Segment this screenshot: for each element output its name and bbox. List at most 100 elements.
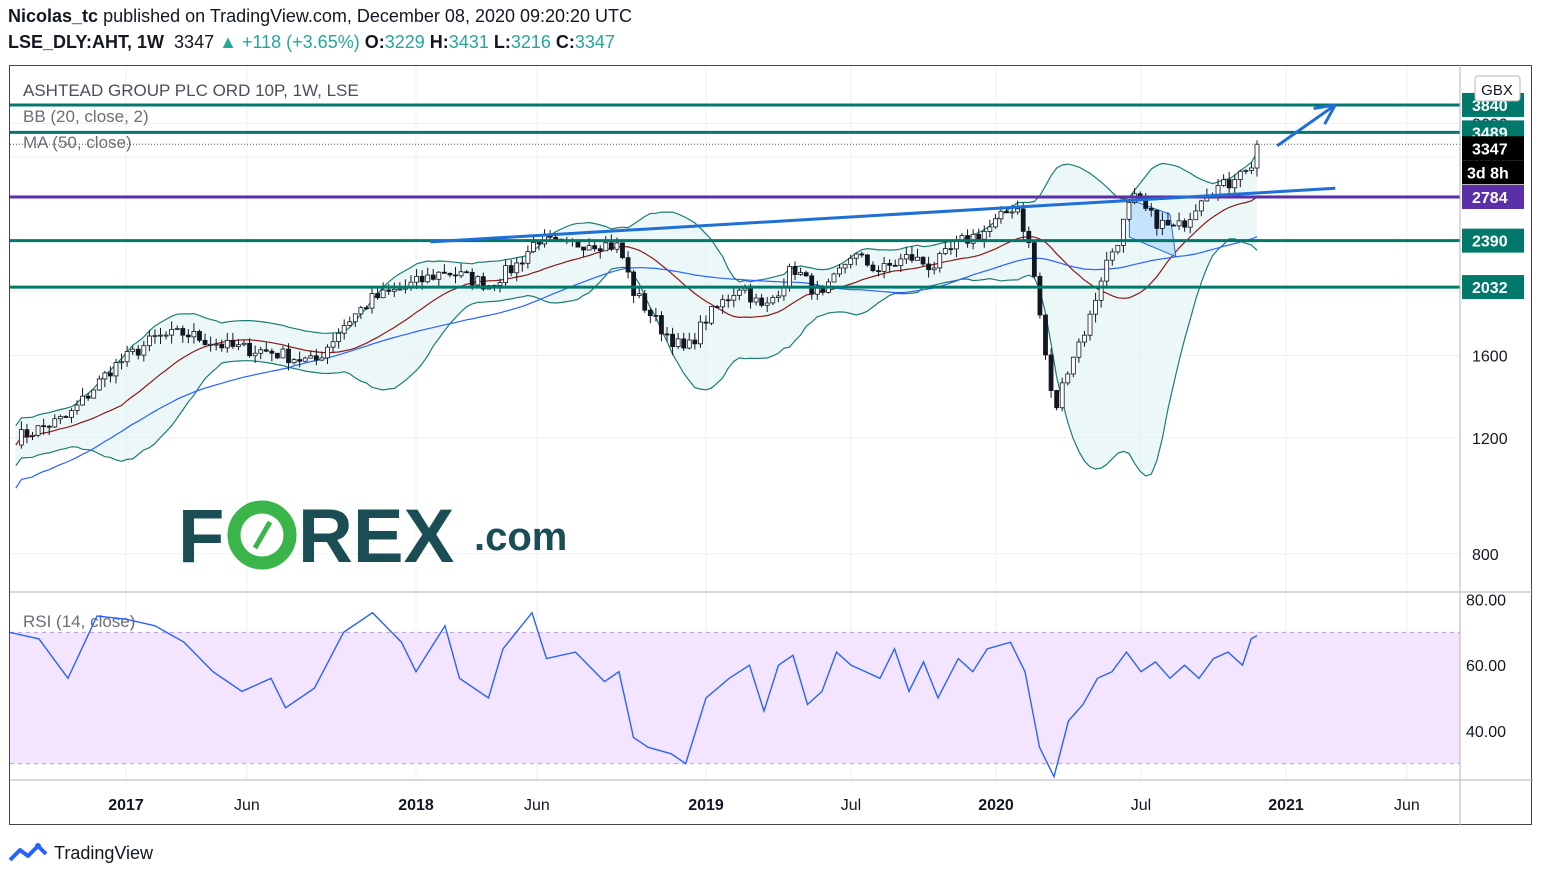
candle-body	[937, 253, 943, 269]
bollinger-upper	[15, 152, 1258, 427]
candle-body	[302, 357, 308, 362]
last-price-text: 3347	[174, 32, 215, 52]
candle-body	[647, 309, 653, 316]
candle-body	[146, 335, 152, 347]
target-arrow[interactable]	[1276, 103, 1337, 147]
candle-body	[915, 256, 920, 261]
candle-body	[224, 340, 230, 349]
candle-body	[113, 362, 119, 377]
candle-body	[820, 287, 826, 293]
candle-body	[274, 352, 280, 359]
candle-body	[1115, 245, 1121, 253]
candle-body	[319, 357, 325, 361]
candle-body	[1159, 219, 1165, 229]
rsi-tick-label: 60.00	[1466, 658, 1506, 675]
candle-body	[519, 262, 525, 265]
bollinger-fill	[15, 152, 1257, 476]
footer: TradingView	[8, 842, 153, 864]
arrow-head	[1323, 104, 1337, 125]
legend-ma: MA (50, close)	[23, 133, 132, 152]
ohlc-header: LSE_DLY:AHT, 1W 3347 ▲ +118 (+3.65%) O:3…	[8, 32, 615, 53]
candle-body	[69, 410, 74, 418]
candle-body	[208, 343, 214, 346]
candle-body	[608, 242, 614, 250]
candle-body	[670, 333, 675, 348]
currency-badge[interactable]: GBX	[1474, 75, 1521, 102]
candle-body	[970, 233, 976, 244]
forex-logo-f: F	[178, 494, 224, 579]
candle-body	[1243, 170, 1249, 172]
tradingview-brand[interactable]: TradingView	[54, 842, 154, 863]
candle-body	[441, 271, 447, 274]
candle-body	[1031, 242, 1037, 277]
price-tick-label: 1600	[1472, 348, 1508, 365]
candle-body	[436, 271, 442, 280]
currency-label: GBX	[1481, 82, 1513, 99]
candle-body	[252, 352, 258, 357]
last-price-tag: 3347 3d 8h	[1462, 136, 1524, 185]
candle-body	[681, 338, 687, 349]
level-label: 2784	[1472, 190, 1508, 207]
candle-body	[74, 404, 80, 411]
candle-body	[1043, 314, 1048, 356]
candle-body	[1020, 208, 1026, 232]
candle-body	[1104, 259, 1110, 282]
candle-body	[876, 270, 881, 273]
rsi-tick-label: 40.00	[1466, 724, 1506, 741]
flag-pattern	[1128, 198, 1177, 258]
candle-body	[1070, 356, 1076, 375]
candle-body	[525, 251, 531, 264]
time-axis[interactable]: 2017 Jun 2018 Jun 2019 Jul 2020 Jul 2021 Jun	[108, 797, 1420, 814]
candle-body	[185, 334, 191, 338]
candle-body	[80, 395, 85, 406]
candle-body	[469, 271, 475, 286]
symbol-label: LSE_DLY:AHT, 1W	[8, 32, 165, 52]
author-name[interactable]: Nicolas_tc	[8, 6, 99, 26]
candle-body	[1009, 211, 1015, 214]
candle-body	[1126, 202, 1132, 220]
candle-body	[358, 307, 364, 315]
rsi-line	[9, 611, 1258, 779]
forex-logo-com: .com	[474, 515, 567, 559]
rsi-axis[interactable]: 40.00 60.00 80.00	[1466, 593, 1506, 741]
trendline[interactable]	[430, 186, 1336, 244]
candle-body	[130, 348, 136, 352]
time-tick-label: 2021	[1268, 797, 1304, 814]
candle-body	[1093, 299, 1098, 315]
candle-body	[948, 248, 954, 251]
candle-body	[308, 355, 314, 359]
candle-body	[330, 341, 336, 348]
tradingview-logo-icon[interactable]	[8, 842, 48, 864]
candle-body	[325, 346, 330, 359]
candle-body	[1015, 208, 1021, 213]
candle-body	[30, 434, 35, 437]
candle-body	[625, 257, 631, 273]
candle-body	[191, 331, 197, 338]
arrow-head	[1313, 103, 1336, 110]
candle-body	[369, 293, 375, 309]
time-tick-label: Jul	[1131, 797, 1151, 814]
candle-body	[236, 344, 241, 347]
candle-body	[286, 348, 291, 364]
candle-body	[1193, 210, 1199, 221]
candle-body	[57, 416, 63, 420]
candle-body	[1254, 143, 1260, 169]
candle-body	[263, 349, 269, 352]
candle-body	[163, 334, 169, 337]
time-tick-label: Jun	[524, 797, 550, 814]
candle-body	[931, 267, 937, 271]
candle-body	[597, 248, 603, 252]
candle-body	[380, 289, 386, 299]
candle-body	[258, 349, 264, 354]
candle-body	[219, 343, 225, 349]
level-label-bg	[1462, 184, 1524, 209]
candle-body	[1059, 382, 1065, 409]
candle-body	[1232, 179, 1238, 189]
candle-body	[753, 297, 759, 303]
time-tick-label: Jul	[841, 797, 861, 814]
rsi-tick-label: 80.00	[1466, 593, 1506, 610]
candle-body	[686, 339, 692, 349]
candle-body	[18, 429, 24, 446]
